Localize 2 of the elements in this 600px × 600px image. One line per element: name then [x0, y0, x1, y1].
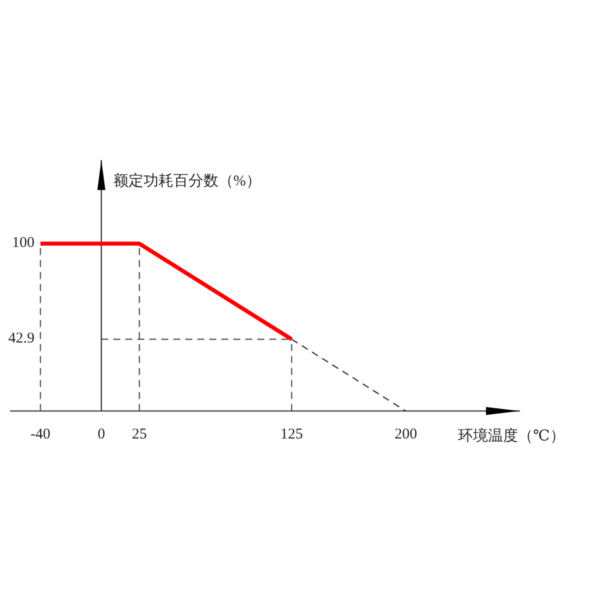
xlabel: 环境温度（℃） [458, 428, 565, 444]
ylabel: 额定功耗百分数（%） [113, 173, 261, 190]
